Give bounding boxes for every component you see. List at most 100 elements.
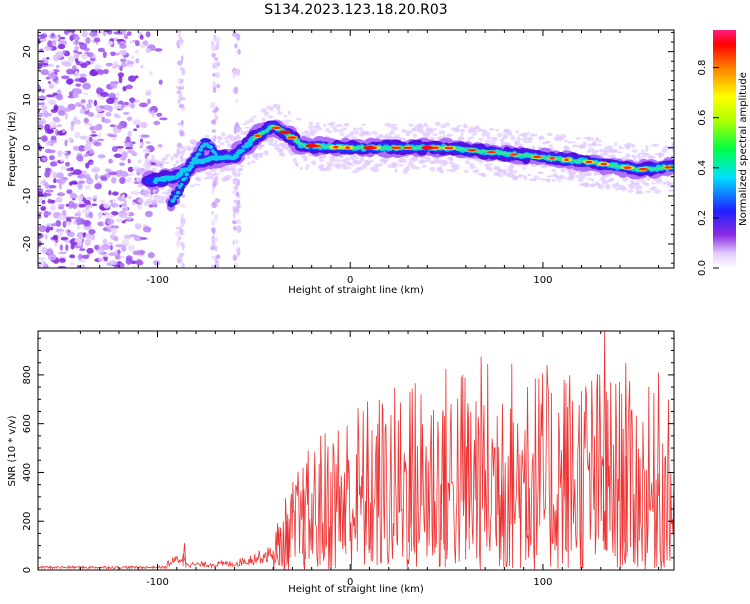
ridge2-core-blob [170, 198, 176, 203]
noise-blob [125, 216, 133, 221]
noise-blob [47, 198, 52, 204]
noise-blob [97, 138, 105, 142]
noise-blob [97, 154, 106, 159]
noise-blob [103, 30, 111, 33]
halo-blob [658, 177, 663, 182]
snr-plot-area [38, 331, 674, 570]
ridge-peak-blob [252, 137, 256, 141]
halo-blob [335, 123, 343, 127]
halo-blob [295, 162, 299, 168]
halo-blob [327, 130, 332, 134]
x-tick-label: 100 [533, 577, 552, 588]
noise-blob [136, 124, 140, 129]
spectrogram-area [38, 30, 674, 268]
noise-blob [52, 171, 58, 179]
noise-blob [48, 121, 57, 128]
halo-blob [350, 130, 356, 135]
halo-blob [559, 174, 564, 178]
halo-blob [522, 133, 529, 138]
halo-blob [551, 168, 557, 173]
halo-blob [276, 106, 281, 112]
halo-blob [220, 132, 226, 137]
snr-panel: -100 0 100 0 200 400 600 800 Height of straight… [7, 330, 675, 595]
snr-peak [440, 411, 445, 551]
streak-blob [214, 198, 221, 204]
halo-blob [594, 149, 599, 154]
noise-blob [114, 254, 122, 260]
ridge2-core-blob [173, 194, 180, 198]
noise-blob [119, 255, 126, 259]
noise-blob [57, 214, 67, 221]
noise-blob [151, 110, 155, 118]
halo-blob [502, 169, 508, 174]
halo-blob [358, 127, 364, 131]
halo-blob [383, 159, 387, 165]
noise-blob [90, 161, 94, 165]
halo-blob [436, 158, 440, 161]
noise-blob [76, 225, 81, 230]
y-tick-label: 800 [22, 365, 33, 384]
streak-blob [212, 119, 216, 125]
halo-blob [527, 140, 532, 143]
noise-blob [79, 135, 88, 140]
noise-blob [75, 83, 82, 87]
noise-blob [103, 68, 109, 75]
noise-blob [66, 220, 71, 227]
halo-blob [258, 152, 264, 156]
noise-blobs [38, 30, 168, 268]
halo-blob [494, 128, 500, 132]
noise-blob [84, 238, 92, 246]
halo-blob [352, 127, 358, 131]
halo-blob [523, 175, 528, 181]
noise-blob [98, 257, 105, 262]
halo-blob [194, 183, 201, 186]
halo-blob [597, 143, 602, 147]
halo-blob [438, 130, 446, 135]
noise-blob [140, 121, 148, 129]
noise-blob [74, 45, 79, 51]
halo-blob [305, 133, 311, 138]
halo-blob [406, 164, 410, 169]
halo-blob [342, 127, 347, 131]
noise-blob [118, 213, 128, 219]
halo-blob [306, 164, 311, 168]
halo-blob [275, 145, 280, 150]
halo-blob [614, 142, 618, 147]
noise-blob [130, 190, 139, 195]
hotspot-core [287, 136, 297, 139]
noise-blob [147, 98, 151, 105]
halo-blob [442, 135, 447, 138]
halo-blob [456, 164, 460, 167]
noise-blob [99, 105, 105, 109]
halo-blob [244, 120, 251, 124]
halo-blob [323, 167, 329, 172]
streak-blob [179, 130, 185, 137]
noise-blob [96, 69, 105, 75]
halo-blob [206, 173, 214, 178]
noise-blob [158, 79, 163, 85]
snr-peak [365, 435, 370, 554]
noise-blob [45, 94, 55, 98]
noise-blob [149, 188, 154, 196]
ridge2-core-blob [196, 152, 202, 156]
noise-blob [79, 73, 87, 78]
halo-blob [510, 136, 516, 141]
noise-blob [120, 62, 128, 68]
noise-blob [44, 181, 49, 188]
noise-blob [96, 87, 103, 94]
halo-blob [635, 181, 640, 187]
halo-blob [632, 155, 637, 161]
y-tick-label: 200 [22, 512, 33, 531]
halo-blob [640, 179, 645, 184]
halo-blob [327, 167, 332, 171]
noise-blob [38, 153, 41, 157]
halo-blob [318, 159, 325, 162]
noise-blob [69, 254, 76, 259]
halo-blob [242, 122, 248, 126]
noise-blob [116, 91, 120, 99]
noise-blob [159, 117, 168, 121]
noise-blob [45, 189, 54, 193]
halo-blob [224, 140, 231, 144]
halo-blob [662, 181, 667, 185]
noise-blob [105, 111, 112, 117]
